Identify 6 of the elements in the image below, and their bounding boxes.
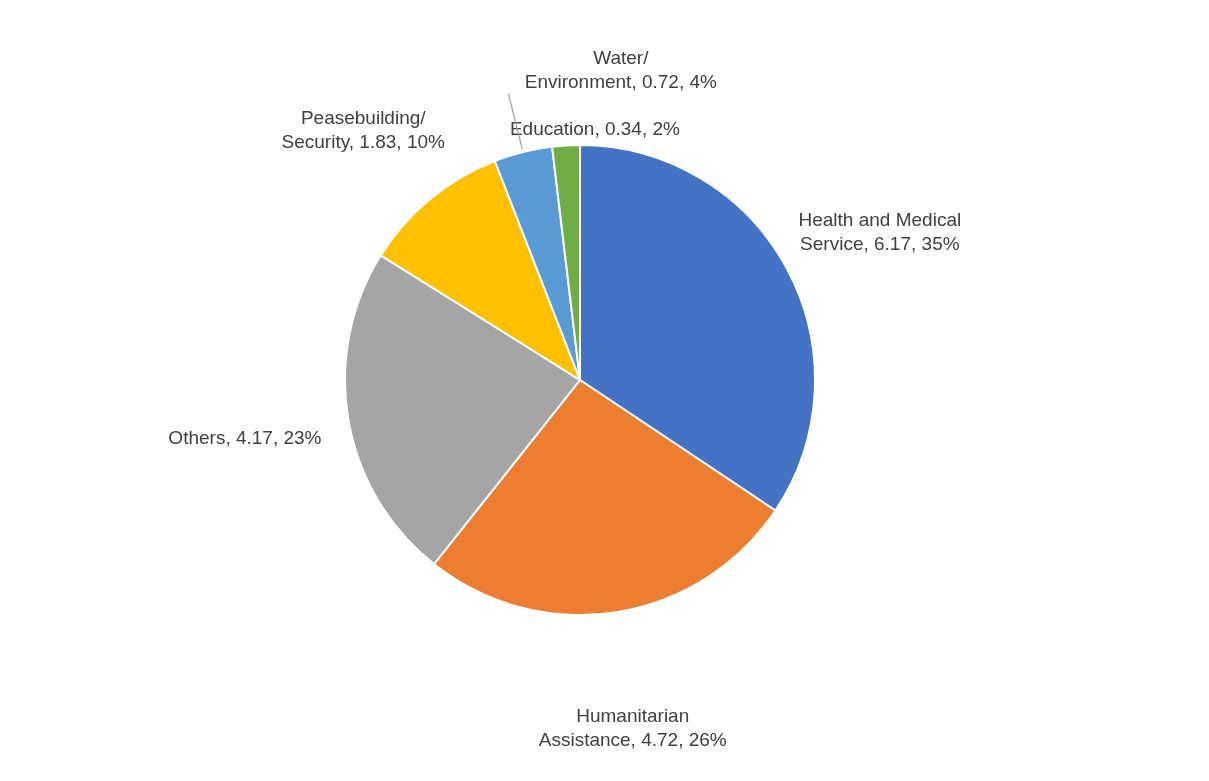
slice-label: Humanitarian Assistance, 4.72, 26%	[538, 704, 727, 750]
slice-label: Peasebuilding/ Security, 1.83, 10%	[281, 107, 445, 153]
slice-label: Water/ Environment, 0.72, 4%	[524, 46, 718, 92]
slice-label: Health and Medical Service, 6.17, 35%	[798, 208, 962, 254]
slice-label: Others, 4.17, 23%	[168, 426, 322, 448]
slice-label: Education, 0.34, 2%	[509, 118, 681, 140]
